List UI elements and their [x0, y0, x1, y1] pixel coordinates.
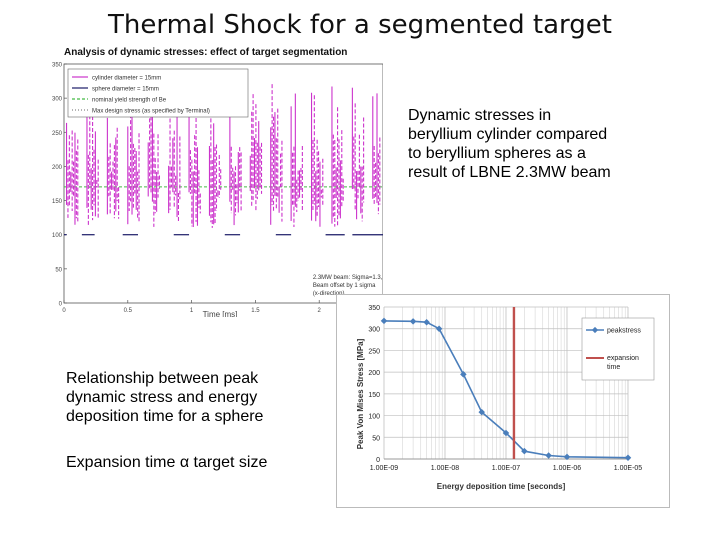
legend-label: peakstress: [607, 328, 641, 335]
legend-label: nominal yield strength of Be: [92, 98, 167, 104]
x-tick-label: 1.00E-09: [370, 465, 399, 472]
legend-box: [67, 68, 249, 118]
legend-label: sphere diameter = 15mm: [92, 87, 159, 93]
y-tick-label: 50: [372, 435, 380, 442]
y-tick-label: 350: [368, 305, 380, 312]
y-tick-label: 50: [55, 267, 62, 273]
caption-right: Dynamic stresses in beryllium cylinder c…: [408, 107, 611, 181]
chart-annotation: Beam offset by 1 sigma: [313, 283, 376, 289]
legend-label: time: [607, 364, 620, 371]
x-tick-label: 2: [318, 308, 322, 314]
legend-label: expansion: [607, 355, 639, 362]
caption-left-1: Relationship between peak dynamic stress…: [66, 370, 264, 425]
x-tick-label: 0.5: [124, 308, 133, 314]
y-tick-label: 300: [368, 327, 380, 334]
y-tick-label: 300: [52, 97, 63, 103]
x-tick-label: 1.00E-05: [614, 465, 643, 472]
legend-label: Max design stress (as specified by Termi…: [92, 109, 210, 115]
y-tick-label: 0: [376, 457, 380, 464]
caption-left-2: Expansion time α target size: [66, 454, 268, 471]
chart-annotation: (x-direction): [313, 291, 345, 297]
x-axis-label: Time [ms]: [203, 310, 238, 317]
chart-legend: peakstress expansion time: [581, 317, 655, 381]
y-tick-label: 350: [52, 63, 63, 69]
x-tick-label: 1: [190, 308, 194, 314]
peak-stress-chart: Peak Von Mises Stress [MPa] Energy depos…: [336, 294, 670, 508]
x-tick-label: 1.00E-06: [553, 465, 582, 472]
x-axis-label: Energy deposition time [seconds]: [437, 482, 566, 491]
chart-annotation: 2.3MW beam: Sigma=1.3,: [313, 275, 383, 281]
y-tick-label: 250: [368, 348, 380, 355]
y-tick-label: 200: [52, 165, 63, 171]
dynamic-stress-chart: Analysis of dynamic stresses: effect of …: [52, 47, 383, 317]
y-tick-label: 200: [368, 370, 380, 377]
y-tick-label: 250: [52, 131, 63, 137]
peakstress-point: [563, 453, 571, 461]
x-tick-label: 1.5: [251, 308, 260, 314]
x-tick-label: 1.00E-08: [431, 465, 460, 472]
y-tick-label: 150: [52, 199, 63, 205]
chart-title: Analysis of dynamic stresses: effect of …: [64, 47, 347, 58]
chart-legend: cylinder diameter = 15mm sphere diameter …: [67, 68, 249, 118]
legend-label: cylinder diameter = 15mm: [92, 76, 161, 82]
peakstress-point: [502, 429, 510, 437]
slide-title: Thermal Shock for a segmented target: [108, 10, 612, 40]
y-tick-label: 100: [52, 233, 63, 239]
x-tick-label: 0: [62, 308, 66, 314]
y-tick-label: 150: [368, 392, 380, 399]
y-axis-label: Peak Von Mises Stress [MPa]: [356, 338, 365, 449]
y-tick-label: 0: [59, 302, 63, 308]
x-tick-label: 1.00E-07: [492, 465, 521, 472]
y-tick-label: 100: [368, 414, 380, 421]
peakstress-point: [624, 454, 632, 461]
